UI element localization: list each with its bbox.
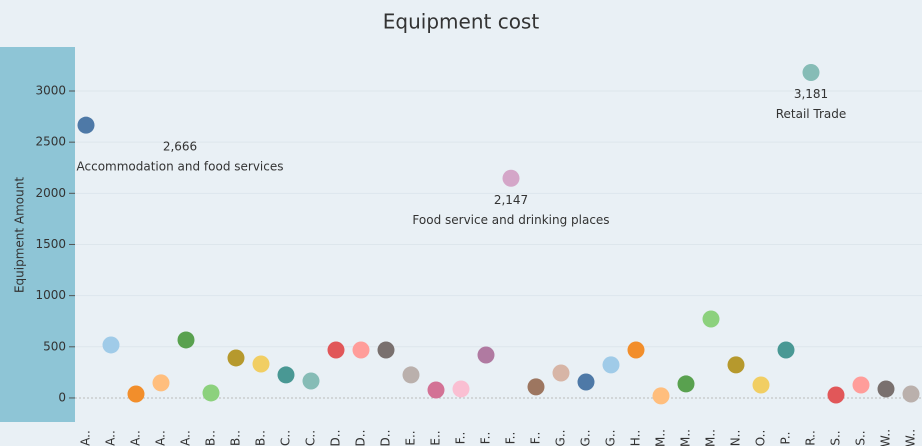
value-label: 2,147 <box>494 193 528 207</box>
x-tick-label: O.. <box>754 430 768 446</box>
dot <box>727 356 745 374</box>
dot <box>127 385 145 403</box>
dot <box>177 331 195 349</box>
x-tick-label: W.. <box>904 429 918 446</box>
y-tick-label: 3000 <box>35 83 66 97</box>
y-tick-label: 2500 <box>35 135 66 149</box>
x-tick-label: B.. <box>229 430 243 446</box>
x-tick-label: A.. <box>129 430 143 446</box>
dot <box>402 366 420 384</box>
dot <box>827 386 845 404</box>
x-tick-label: S.. <box>829 430 843 445</box>
dot <box>777 341 795 359</box>
x-tick-label: E.. <box>429 430 443 445</box>
x-tick-label: F.. <box>454 432 468 445</box>
dot <box>527 378 545 396</box>
dot <box>552 364 570 382</box>
x-tick-label: B.. <box>254 430 268 446</box>
dot <box>452 380 470 398</box>
dot <box>102 336 120 354</box>
value-label: 3,181 <box>794 87 828 101</box>
dot <box>377 341 395 359</box>
y-tick-label: 0 <box>58 390 66 404</box>
x-tick-label: D.. <box>354 430 368 446</box>
x-tick-label: D.. <box>379 430 393 446</box>
dot <box>352 341 370 359</box>
x-tick-label: M.. <box>679 429 693 446</box>
dot <box>627 341 645 359</box>
x-tick-label: F.. <box>479 432 493 445</box>
chart-title: Equipment cost <box>383 10 540 34</box>
y-tick-label: 500 <box>43 339 66 353</box>
annotation: Retail Trade <box>776 107 847 121</box>
dot <box>877 380 895 398</box>
x-tick-label: E.. <box>404 430 418 445</box>
x-tick-label: M.. <box>704 429 718 446</box>
annotation: Accommodation and food services <box>77 160 284 174</box>
dot <box>77 116 95 134</box>
x-tick-label: A.. <box>179 430 193 446</box>
dot <box>677 375 695 393</box>
x-tick-label: C.. <box>304 430 318 446</box>
dot <box>277 366 295 384</box>
dot <box>852 376 870 394</box>
y-tick-label: 1500 <box>35 237 66 251</box>
dot <box>577 373 595 391</box>
x-tick-label: N.. <box>729 430 743 446</box>
dot <box>152 374 170 392</box>
x-tick-label: A.. <box>79 430 93 446</box>
dot <box>602 356 620 374</box>
x-tick-label: G.. <box>579 430 593 446</box>
dot <box>802 63 820 81</box>
dot <box>702 310 720 328</box>
x-tick-label: R.. <box>804 430 818 446</box>
dot <box>327 341 345 359</box>
x-tick-label: G.. <box>604 430 618 446</box>
x-tick-label: H.. <box>629 430 643 446</box>
dot <box>502 169 520 187</box>
x-tick-label: F.. <box>504 432 518 445</box>
x-tick-label: C.. <box>279 430 293 446</box>
x-tick-label: M.. <box>654 429 668 446</box>
y-tick-label: 1000 <box>35 288 66 302</box>
dot <box>427 381 445 399</box>
y-tick-label: 2000 <box>35 186 66 200</box>
dot <box>252 355 270 373</box>
x-tick-label: B.. <box>204 430 218 446</box>
x-tick-label: G.. <box>554 430 568 446</box>
x-tick-label: A.. <box>154 430 168 446</box>
dot <box>227 349 245 367</box>
x-tick-label: W.. <box>879 429 893 446</box>
y-axis-panel <box>0 47 75 422</box>
x-tick-label: F.. <box>529 432 543 445</box>
dot <box>752 376 770 394</box>
dot <box>302 372 320 390</box>
dot <box>652 387 670 405</box>
dot <box>477 346 495 364</box>
x-tick-label: S.. <box>854 430 868 445</box>
x-tick-label: A.. <box>104 430 118 446</box>
y-axis-title: Equipment Amount <box>13 177 27 293</box>
dot <box>202 384 220 402</box>
x-tick-label: D.. <box>329 430 343 446</box>
value-label: 2,666 <box>163 140 197 154</box>
dot <box>902 385 920 403</box>
annotation: Food service and drinking places <box>412 213 609 227</box>
x-tick-label: P.. <box>779 432 793 445</box>
